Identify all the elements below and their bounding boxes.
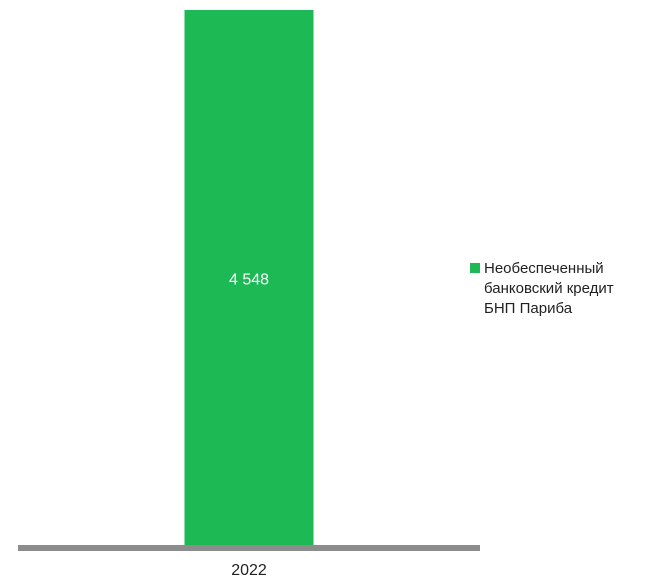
bar-2022 xyxy=(184,10,314,547)
data-label-2022: 4 548 xyxy=(229,272,269,289)
legend-label-series-1: Необеспеченный банковский кредит БНП Пар… xyxy=(484,260,614,317)
legend: Необеспеченный банковский кредит БНП Пар… xyxy=(470,259,660,319)
x-tick-label-2022: 2022 xyxy=(231,562,267,579)
legend-swatch xyxy=(470,263,480,273)
x-axis-line xyxy=(18,545,480,551)
